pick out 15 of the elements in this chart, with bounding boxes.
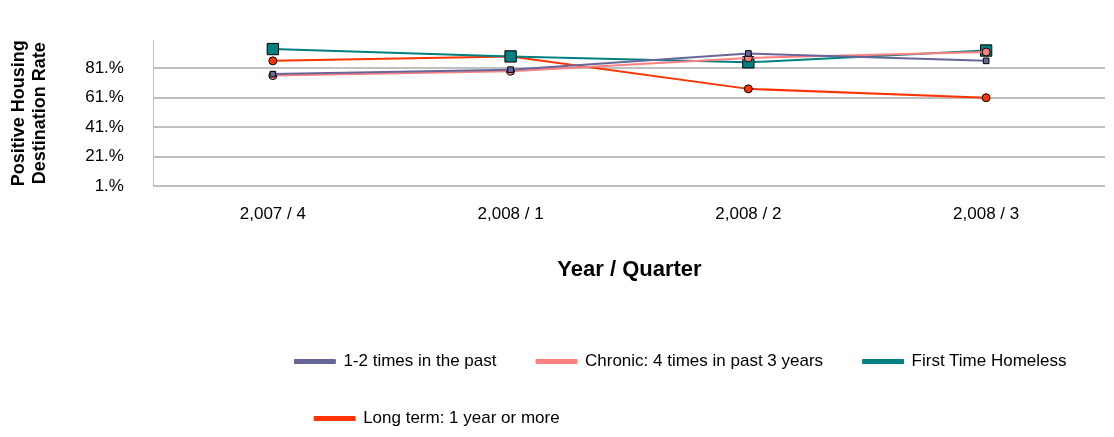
y-tick-label: 41.% xyxy=(85,116,124,136)
legend-label: Chronic: 4 times in past 3 years xyxy=(584,351,824,371)
x-tick-label: 2,007 / 4 xyxy=(239,204,306,224)
y-axis-title: Positive Housing Destination Rate xyxy=(7,40,50,187)
x-tick-label: 2,008 / 1 xyxy=(477,204,544,224)
legend-label: Long term: 1 year or more xyxy=(363,408,560,428)
legend-label: First Time Homeless xyxy=(911,351,1067,371)
x-axis-title: Year / Quarter xyxy=(557,255,703,281)
y-tick-label: 61.% xyxy=(85,87,124,107)
y-tick-label: 81.% xyxy=(85,57,124,77)
x-tick-label: 2,008 / 3 xyxy=(953,204,1020,224)
legend-label: 1-2 times in the past xyxy=(343,351,497,371)
y-tick-label: 21.% xyxy=(85,146,124,166)
y-tick-label: 1.% xyxy=(94,175,124,195)
x-tick-label: 2,008 / 2 xyxy=(715,204,782,224)
